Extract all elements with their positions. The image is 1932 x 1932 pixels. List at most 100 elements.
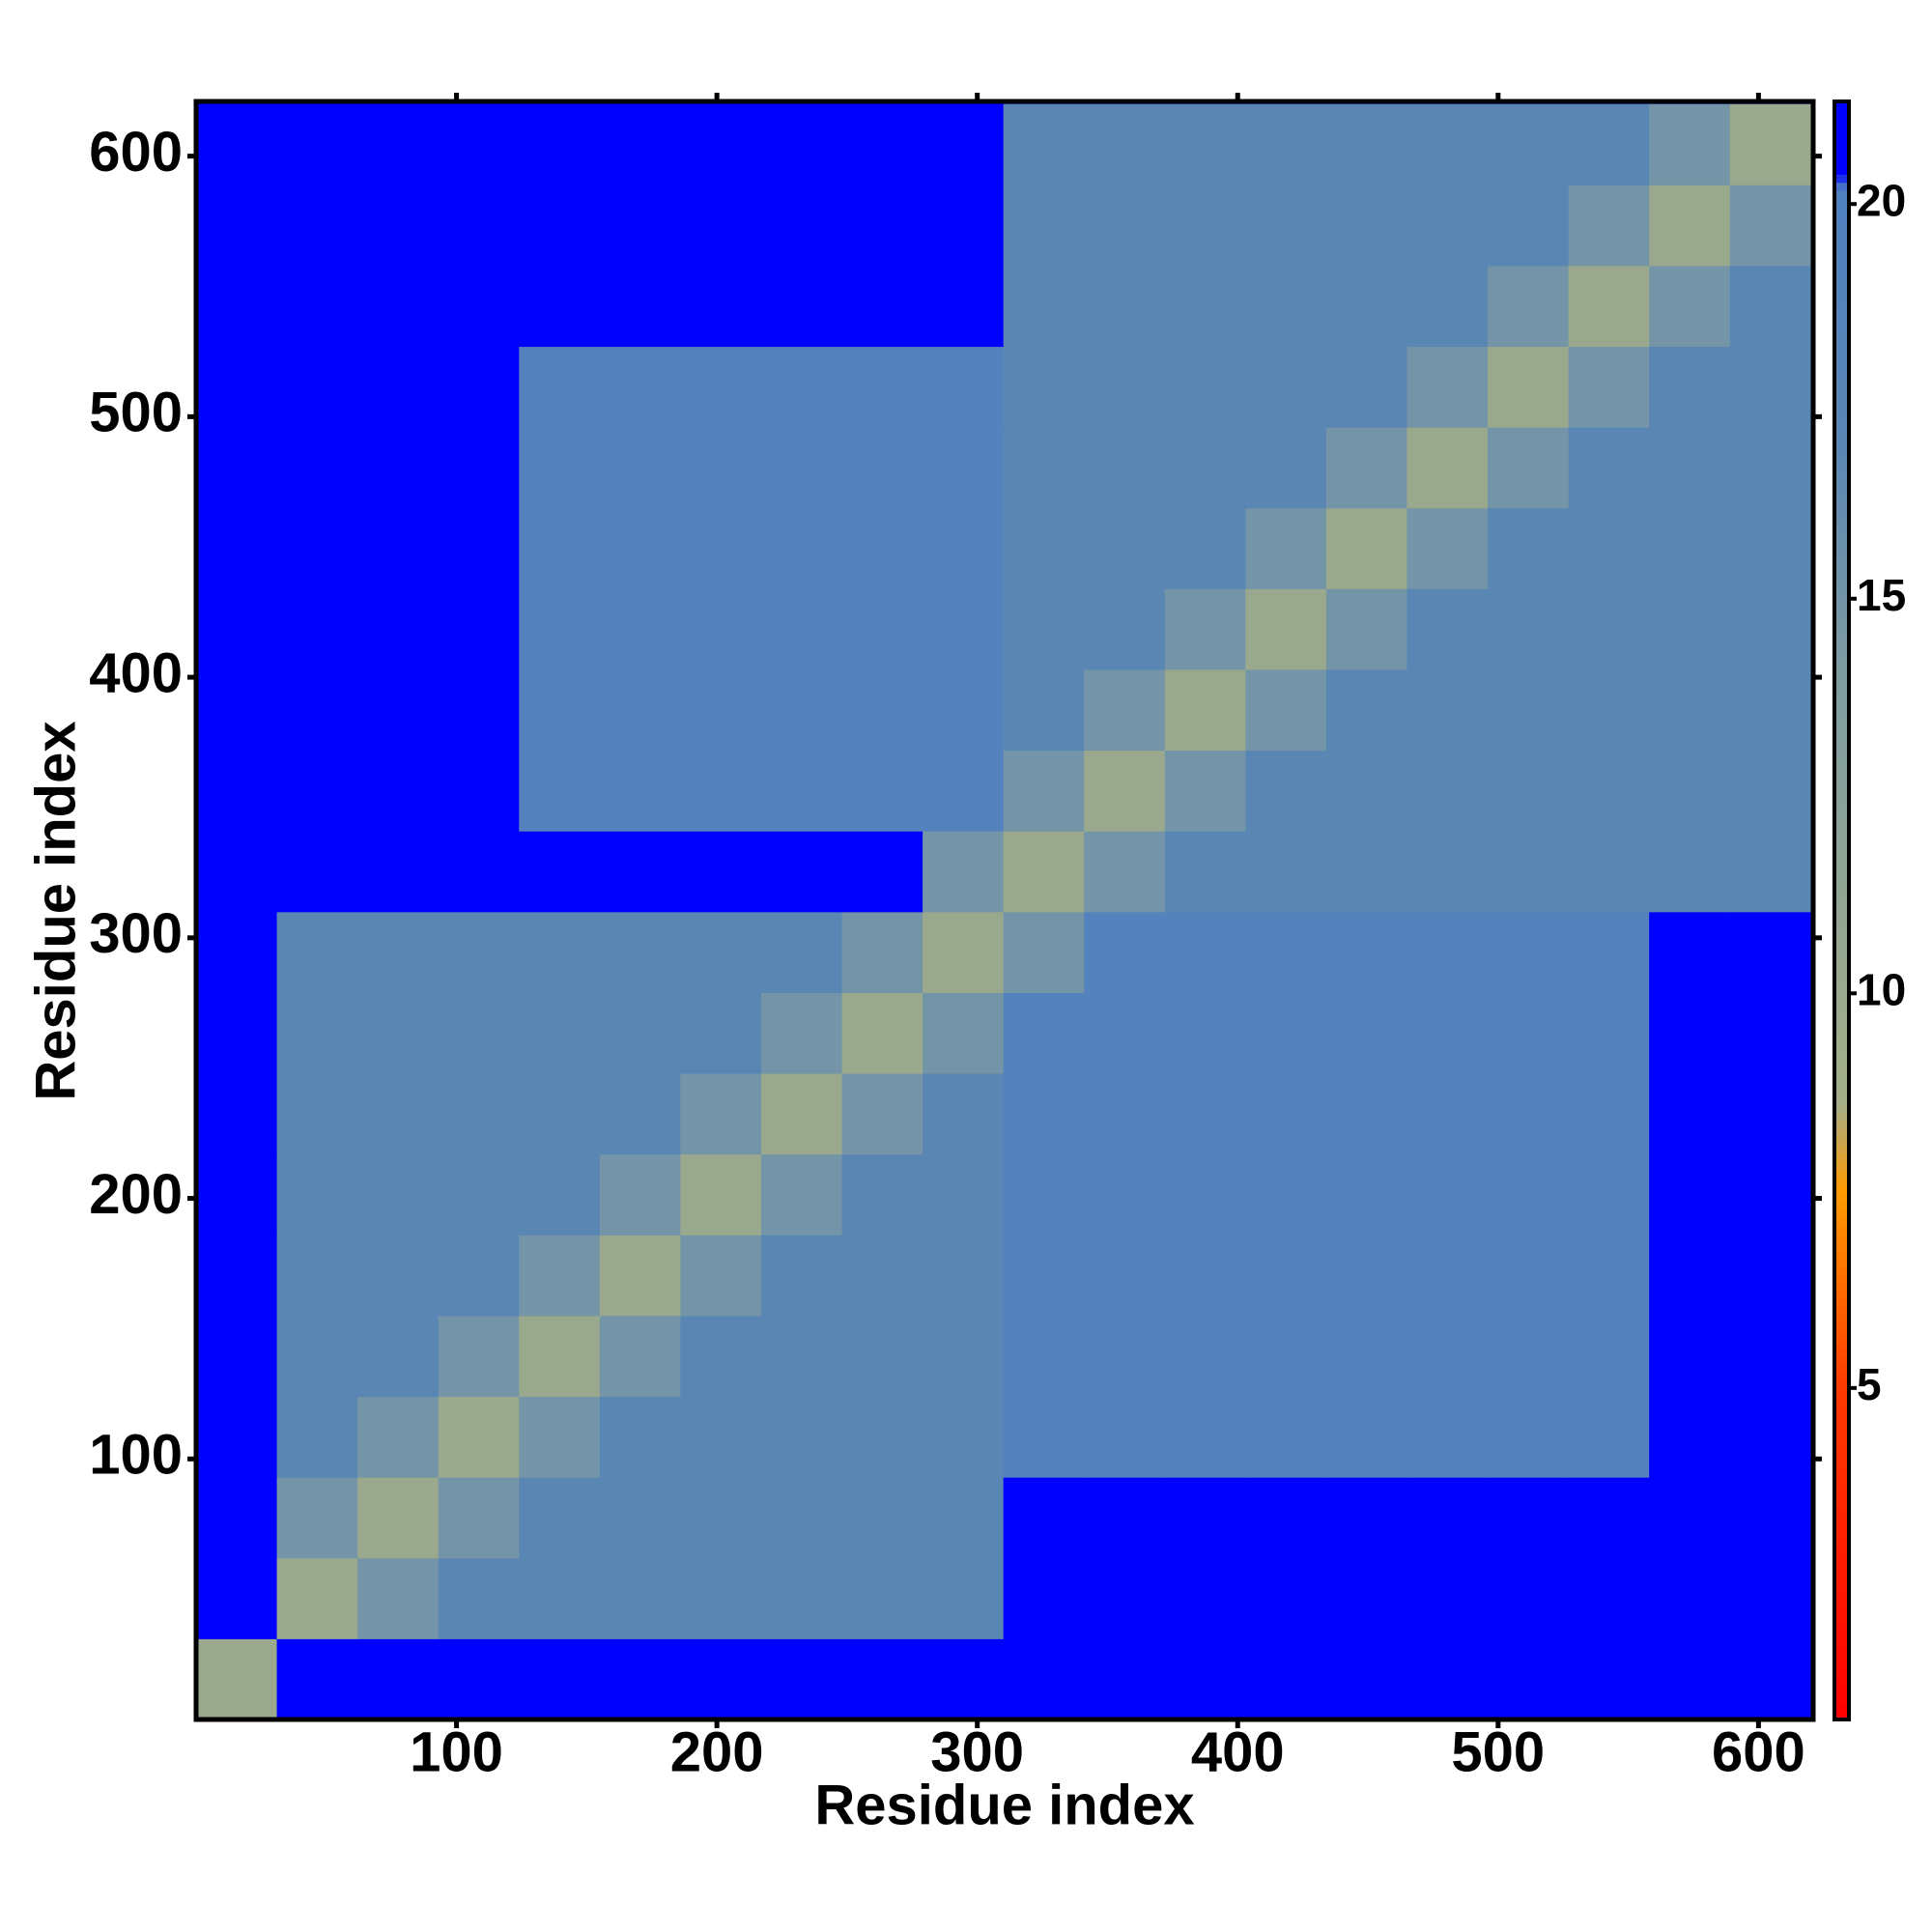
colorbar-segment xyxy=(1834,214,1849,224)
heatmap-cell xyxy=(1325,346,1407,428)
heatmap-cell xyxy=(1084,507,1166,589)
colorbar-segment xyxy=(1834,716,1849,725)
colorbar-segment xyxy=(1834,352,1849,361)
heatmap-cell xyxy=(276,992,358,1074)
heatmap-cell xyxy=(1488,750,1570,832)
colorbar-segment xyxy=(1834,1444,1849,1454)
colorbar-segment xyxy=(1834,1339,1849,1349)
heatmap-cell xyxy=(1568,1396,1650,1478)
heatmap-cell xyxy=(1649,265,1731,348)
heatmap-cell xyxy=(1084,1315,1166,1398)
heatmap-cell xyxy=(760,831,843,913)
heatmap-cell xyxy=(1325,588,1407,670)
colorbar-segment xyxy=(1834,829,1849,838)
heatmap-cell xyxy=(1568,1315,1650,1398)
heatmap-cell xyxy=(599,1477,681,1559)
heatmap-cell xyxy=(1164,507,1246,589)
heatmap-cell xyxy=(760,1557,843,1639)
heatmap-cell xyxy=(1245,507,1327,589)
heatmap-cell xyxy=(760,185,843,267)
heatmap-cell xyxy=(680,427,762,509)
colorbar-segment xyxy=(1834,1646,1849,1656)
colorbar-segment xyxy=(1834,141,1849,151)
heatmap-cell xyxy=(1488,831,1570,913)
heatmap-cell xyxy=(1084,1477,1166,1559)
heatmap-cell xyxy=(760,1153,843,1236)
heatmap-cell xyxy=(1488,1153,1570,1236)
heatmap-cell xyxy=(1084,1557,1166,1639)
colorbar-segment xyxy=(1834,368,1849,378)
colorbar-segment xyxy=(1834,1574,1849,1583)
heatmap-cell xyxy=(1003,911,1085,993)
heatmap-cell xyxy=(438,669,520,752)
colorbar-segment xyxy=(1834,1525,1849,1534)
colorbar-segment xyxy=(1834,514,1849,523)
heatmap-cell xyxy=(1406,992,1489,1074)
colorbar-segment xyxy=(1834,1331,1849,1340)
heatmap-cell xyxy=(1406,507,1489,589)
colorbar-segment xyxy=(1834,1161,1849,1170)
heatmap-cell xyxy=(1325,669,1407,752)
heatmap-cell xyxy=(1568,1638,1650,1720)
heatmap-cell xyxy=(196,1315,278,1398)
colorbar-segment xyxy=(1834,481,1849,491)
heatmap-cell xyxy=(1568,750,1650,832)
heatmap-cell xyxy=(519,1235,601,1317)
colorbar-segment xyxy=(1834,335,1849,345)
colorbar-segment xyxy=(1834,982,1849,992)
heatmap-cell xyxy=(923,1638,1005,1720)
heatmap-cell xyxy=(1245,427,1327,509)
colorbar: 5 10 15 20 xyxy=(1833,99,1906,1721)
heatmap-cell xyxy=(1084,1073,1166,1155)
heatmap-cell xyxy=(1406,911,1489,993)
colorbar-segment xyxy=(1834,1387,1849,1397)
x-tick-label: 200 xyxy=(670,1720,764,1783)
heatmap-cell xyxy=(760,427,843,509)
heatmap-cell xyxy=(1406,588,1489,670)
colorbar-segment xyxy=(1834,756,1849,766)
heatmap-cell xyxy=(1325,427,1407,509)
colorbar-segment xyxy=(1834,1209,1849,1219)
heatmap-cell xyxy=(357,1153,440,1236)
colorbar-segment xyxy=(1834,490,1849,498)
colorbar-segment xyxy=(1834,190,1849,199)
heatmap-cell xyxy=(519,1557,601,1639)
colorbar-segment xyxy=(1834,157,1849,167)
heatmap-cell xyxy=(680,1153,762,1236)
colorbar-segment xyxy=(1834,1662,1849,1672)
heatmap-cell xyxy=(760,588,843,670)
heatmap-cell xyxy=(1488,265,1570,348)
heatmap-cell xyxy=(1245,1396,1327,1478)
colorbar-segment xyxy=(1834,684,1849,693)
heatmap-cell xyxy=(196,1073,278,1155)
heatmap-cell xyxy=(1325,1073,1407,1155)
heatmap-cell xyxy=(760,507,843,589)
colorbar-segment xyxy=(1834,1291,1849,1299)
heatmap-cell xyxy=(923,911,1005,993)
colorbar-segment xyxy=(1834,182,1849,191)
heatmap-cell xyxy=(1729,588,1811,670)
colorbar-segment xyxy=(1834,781,1849,790)
colorbar-segment xyxy=(1834,869,1849,879)
colorbar-segment xyxy=(1834,1088,1849,1097)
heatmap-cell xyxy=(519,669,601,752)
heatmap-cell xyxy=(760,1396,843,1478)
heatmap-cell xyxy=(760,750,843,832)
heatmap-cell xyxy=(841,1315,923,1398)
colorbar-segment xyxy=(1834,740,1849,750)
heatmap-cell xyxy=(1325,992,1407,1074)
heatmap-cell xyxy=(1568,1073,1650,1155)
heatmap-cell xyxy=(1003,992,1085,1074)
colorbar-segment xyxy=(1834,416,1849,426)
heatmap-cell xyxy=(1325,265,1407,348)
heatmap-cell xyxy=(923,1315,1005,1398)
heatmap-cell xyxy=(1488,346,1570,428)
heatmap-cell xyxy=(1164,1396,1246,1478)
heatmap-cell xyxy=(923,1235,1005,1317)
heatmap-cell xyxy=(1729,346,1811,428)
heatmap-cell xyxy=(357,185,440,267)
colorbar-segment xyxy=(1834,1630,1849,1639)
heatmap-cell xyxy=(276,265,358,348)
colorbar-segment xyxy=(1834,239,1849,248)
